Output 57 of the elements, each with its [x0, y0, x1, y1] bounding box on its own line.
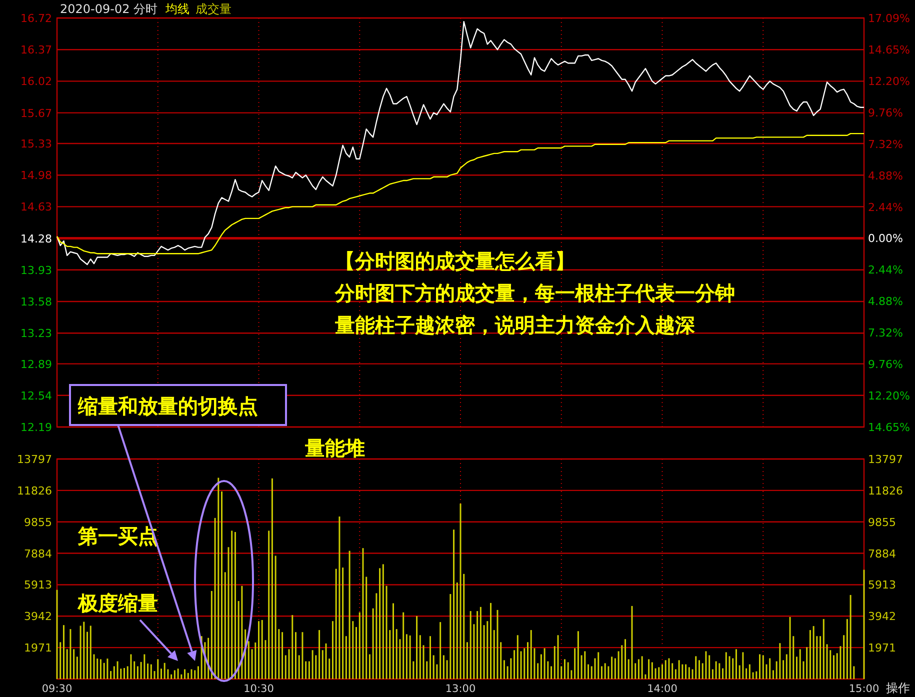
y2-tick-label: 1971	[868, 642, 896, 655]
annotation: 【分时图的成交量怎么看】	[335, 249, 575, 273]
y-tick-label: 3942	[24, 610, 52, 624]
y2-tick-label: 9.76%	[868, 358, 903, 371]
y-tick-label: 14.98	[20, 169, 52, 182]
x-tick-label: 13:00	[445, 683, 476, 695]
y2-tick-label: 7884	[868, 547, 896, 560]
y2-tick-label: 9855	[868, 516, 896, 529]
y2-tick-label: 0.00%	[868, 232, 903, 246]
y-tick-label: 5913	[24, 578, 52, 592]
y2-tick-label: 3942	[868, 610, 896, 624]
y2-tick-label: 4.88%	[868, 295, 903, 308]
y-tick-label: 12.89	[20, 358, 52, 371]
x-tick-label: 15:00	[848, 683, 880, 695]
y2-tick-label: 9.76%	[868, 106, 903, 120]
y-tick-label: 14.28	[20, 232, 52, 246]
annotation: 分时图下方的成交量，每一根柱子代表一分钟	[334, 281, 735, 305]
y2-tick-label: 2.44%	[868, 264, 903, 277]
y-tick-label: 13.93	[20, 264, 52, 277]
y2-tick-label: 5913	[868, 578, 896, 592]
y2-tick-label: 17.09%	[868, 12, 910, 25]
y-tick-label: 13797	[17, 453, 52, 466]
annotation: 量能柱子越浓密，说明主力资金介入越深	[334, 313, 696, 337]
y-tick-label: 16.37	[20, 44, 52, 57]
y-tick-label: 12.19	[20, 421, 52, 434]
x-tick-label: 09:30	[42, 683, 72, 695]
y-tick-label: 15.33	[20, 138, 52, 150]
legend-成交量: 成交量	[196, 2, 232, 16]
y2-tick-label: 12.20%	[868, 389, 910, 402]
y-tick-label: 13.23	[20, 327, 52, 340]
x-tick-label: 14:00	[647, 683, 678, 695]
y-tick-label: 16.02	[20, 75, 52, 88]
legend-均线: 均线	[166, 2, 190, 16]
annotation: 量能堆	[304, 436, 365, 460]
y2-tick-label: 2.44%	[868, 200, 903, 214]
y2-tick-label: 14.65%	[868, 421, 910, 434]
y-tick-label: 1971	[24, 642, 52, 655]
y2-tick-label: 7.32%	[868, 326, 903, 340]
y2-tick-label: 4.88%	[868, 169, 903, 182]
y-tick-label: 15.67	[20, 106, 52, 120]
y-tick-label: 7884	[24, 547, 52, 560]
y-tick-label: 11826	[17, 484, 52, 498]
text: 操作	[886, 681, 910, 695]
y-tick-label: 9855	[24, 516, 52, 529]
y2-tick-label: 13797	[868, 453, 903, 466]
y-tick-label: 16.72	[20, 12, 52, 25]
y-tick-label: 14.63	[20, 200, 52, 214]
x-tick-label: 10:30	[244, 683, 274, 695]
y-tick-label: 12.54	[20, 389, 52, 402]
y2-tick-label: 7.32%	[868, 138, 903, 151]
y2-tick-label: 14.65%	[868, 43, 910, 56]
annotation: 缩量和放量的切换点	[77, 394, 258, 418]
chart-title: 2020-09-02 分时	[60, 2, 158, 16]
y2-tick-label: 12.20%	[868, 75, 910, 88]
y-tick-label: 13.58	[20, 296, 52, 308]
y2-tick-label: 11826	[868, 484, 903, 498]
annotation: 极度缩量	[77, 591, 158, 615]
